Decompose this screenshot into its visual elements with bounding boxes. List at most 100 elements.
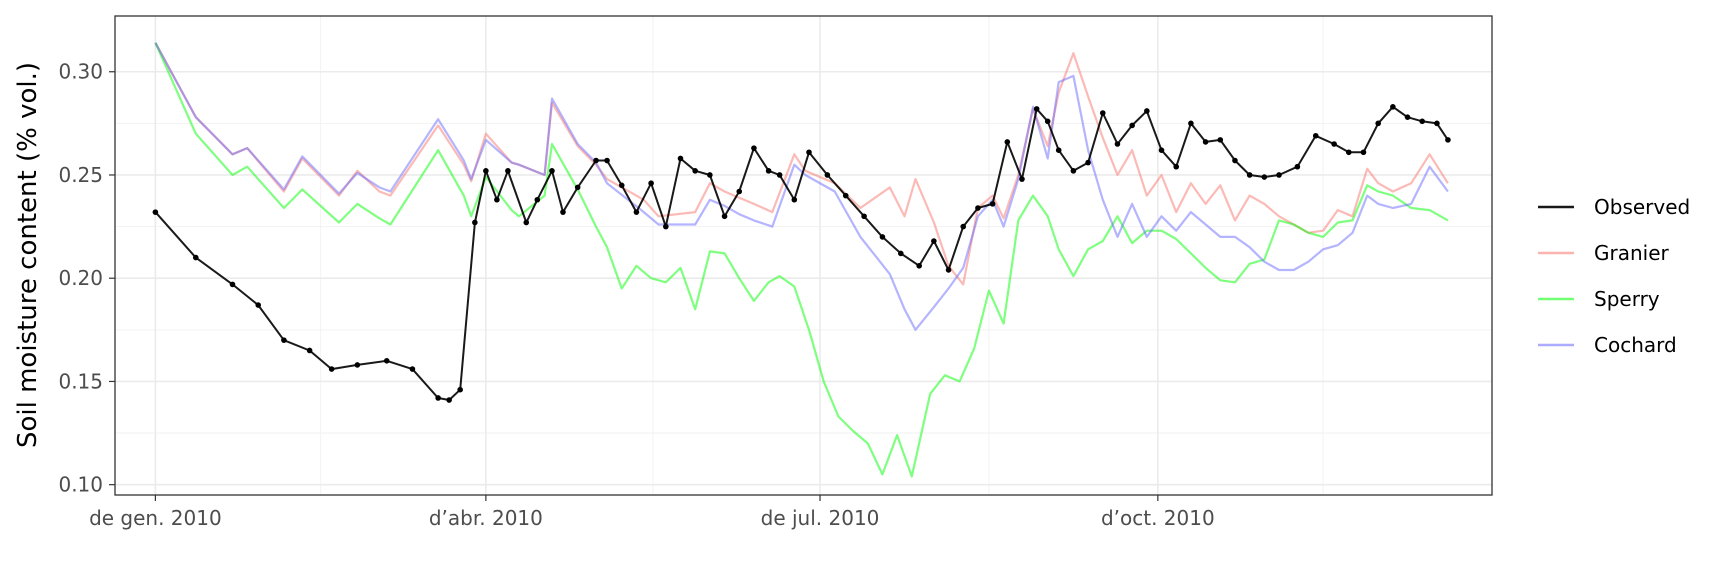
legend-item-observed: Observed (1538, 195, 1690, 219)
data-point-observed (1217, 137, 1224, 143)
legend-item-granier: Granier (1538, 241, 1670, 265)
data-point-observed (1390, 104, 1396, 110)
data-point-observed (916, 263, 922, 269)
data-point-observed (1312, 132, 1319, 139)
data-point-observed (1019, 176, 1025, 182)
data-point-observed (1129, 122, 1135, 129)
data-point-observed (328, 366, 335, 372)
data-point-observed (1202, 139, 1209, 145)
data-point-observed (861, 213, 867, 220)
data-point-observed (483, 168, 489, 174)
series-line-observed (154, 105, 1449, 401)
data-point-observed (1044, 118, 1051, 125)
data-point-observed (604, 157, 610, 164)
series-cochard (154, 42, 1449, 331)
legend-label-cochard: Cochard (1594, 333, 1677, 357)
data-point-observed (1158, 147, 1165, 154)
data-point-observed (677, 155, 684, 162)
y-axis: 0.10 0.15 0.20 0.25 0.30 (58, 60, 115, 497)
x-tick-label: de jul. 2010 (761, 506, 880, 530)
data-point-observed (824, 172, 831, 178)
minor-gridlines (115, 16, 1492, 495)
data-point-observed (1445, 137, 1451, 143)
data-point-observed (751, 145, 757, 151)
data-point-observed (1261, 174, 1268, 180)
data-point-observed (446, 397, 452, 403)
data-point-observed (1085, 159, 1091, 166)
data-point-observed (1144, 108, 1150, 114)
data-point-observed (354, 362, 361, 368)
data-point-observed (721, 213, 728, 220)
data-point-observed (534, 196, 541, 203)
y-tick-label: 0.20 (58, 266, 103, 290)
data-point-observed (1276, 172, 1282, 178)
data-point-observed (1114, 141, 1121, 147)
panel-border (114, 15, 1493, 496)
data-point-observed (618, 182, 625, 189)
data-point-observed (791, 196, 798, 203)
data-point-observed (1188, 120, 1194, 127)
y-tick-label: 0.15 (58, 369, 103, 393)
data-point-observed (1331, 141, 1337, 147)
data-point-observed (707, 172, 713, 178)
data-point-observed (523, 219, 530, 226)
y-tick-label: 0.30 (58, 60, 103, 84)
data-point-observed (1375, 120, 1381, 127)
data-point-observed (1246, 172, 1253, 178)
data-point-observed (435, 395, 441, 401)
data-point-observed (765, 168, 772, 174)
data-point-observed (945, 267, 952, 273)
data-point-observed (383, 357, 390, 364)
data-point-observed (931, 238, 937, 244)
data-point-observed (960, 223, 967, 230)
data-point-observed (505, 168, 511, 174)
y-axis-title: Soil moisture content (% vol.) (13, 62, 43, 448)
data-point-observed (192, 254, 199, 261)
x-tick-label: de gen. 2010 (89, 506, 222, 530)
legend: Observed Granier Sperry Cochard (1538, 195, 1690, 357)
data-point-observed (692, 168, 698, 174)
y-tick-label: 0.25 (58, 163, 103, 187)
data-point-observed (1173, 163, 1180, 170)
legend-label-sperry: Sperry (1594, 287, 1660, 311)
data-point-observed (776, 172, 783, 178)
data-point-observed (1404, 114, 1411, 120)
data-point-observed (152, 209, 159, 215)
series-observed (152, 104, 1451, 403)
data-point-observed (306, 347, 313, 354)
data-point-observed (255, 302, 262, 308)
x-tick-label: d’oct. 2010 (1101, 506, 1215, 530)
data-point-observed (1434, 120, 1440, 127)
y-tick-label: 0.10 (58, 473, 103, 497)
data-point-observed (989, 201, 996, 207)
data-point-observed (457, 386, 463, 393)
legend-label-granier: Granier (1594, 241, 1670, 265)
data-point-observed (1033, 106, 1040, 112)
data-point-observed (281, 337, 287, 343)
plot-panel (115, 16, 1492, 495)
data-point-observed (1055, 147, 1062, 154)
data-point-observed (842, 192, 849, 199)
data-point-observed (574, 184, 581, 191)
x-tick-label: d’abr. 2010 (429, 506, 543, 530)
data-point-observed (975, 205, 981, 211)
legend-label-observed: Observed (1594, 195, 1690, 219)
legend-item-cochard: Cochard (1538, 333, 1677, 357)
data-point-observed (898, 250, 904, 257)
series-layer (152, 42, 1451, 478)
data-point-observed (1099, 110, 1106, 116)
data-point-observed (806, 149, 812, 156)
data-point-observed (663, 223, 669, 230)
data-point-observed (494, 196, 500, 203)
data-point-observed (409, 366, 416, 372)
data-point-observed (1070, 168, 1077, 174)
data-point-observed (549, 168, 555, 174)
data-point-observed (1232, 157, 1238, 164)
data-point-observed (736, 188, 743, 195)
data-point-observed (1360, 149, 1367, 156)
data-point-observed (229, 281, 236, 288)
data-point-observed (633, 209, 640, 215)
data-point-observed (560, 209, 566, 215)
data-point-observed (593, 157, 599, 164)
